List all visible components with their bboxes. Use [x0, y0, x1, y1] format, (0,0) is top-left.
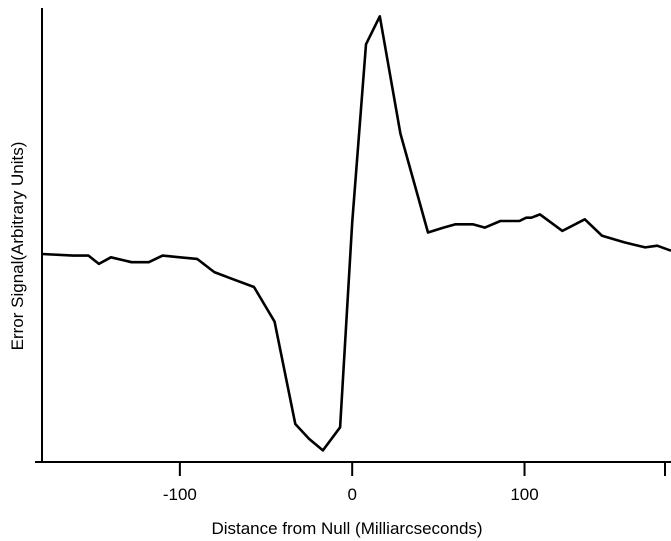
x-tick-label-2: 100: [510, 485, 538, 504]
x-tick-labels: -100 0 100: [163, 485, 539, 504]
series-line-0: [41, 14, 671, 452]
x-tick-label-0: -100: [163, 485, 197, 504]
x-tick-label-1: 0: [347, 485, 356, 504]
series-layer: [41, 14, 671, 452]
x-axis-label: Distance from Null (Milliarcseconds): [211, 519, 482, 538]
x-ticks: [178, 462, 666, 476]
axes: [35, 8, 671, 463]
y-axis-label: Error Signal(Arbitrary Units): [8, 142, 27, 351]
